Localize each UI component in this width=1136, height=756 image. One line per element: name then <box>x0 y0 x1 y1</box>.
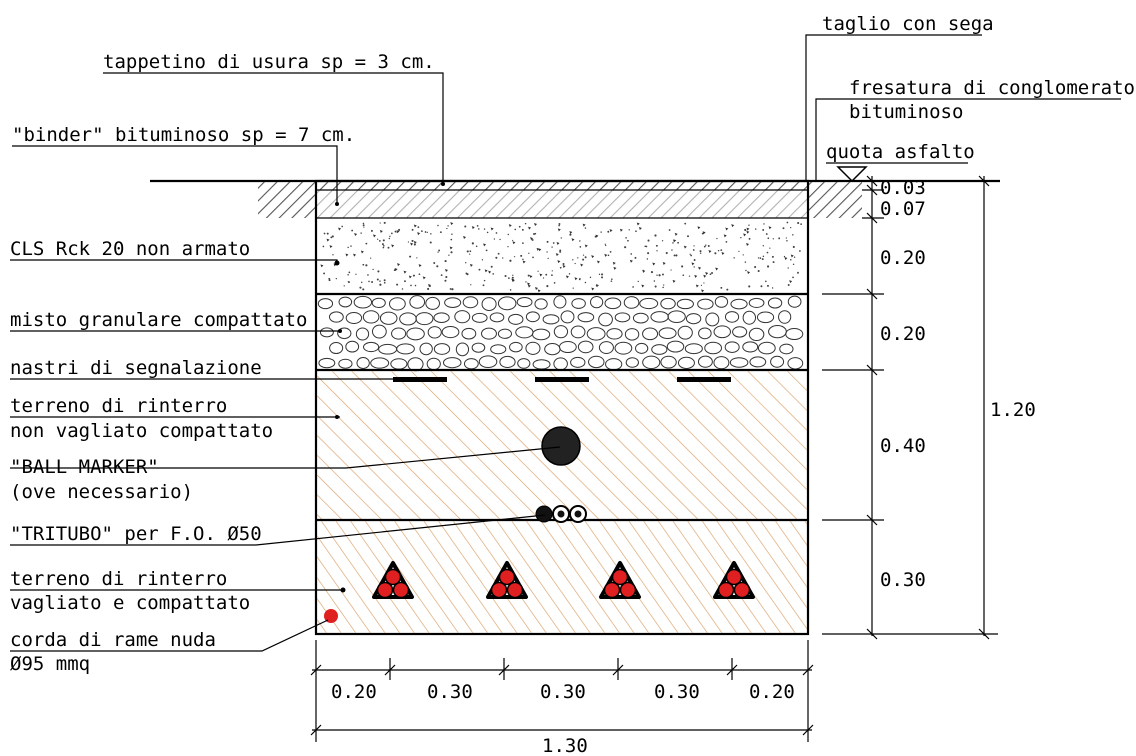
dim-bottom-2: 0.30 <box>427 681 473 703</box>
dim-backfill-upper: 0.40 <box>880 435 926 457</box>
binder-layer <box>316 190 808 218</box>
ball-marker <box>541 426 581 466</box>
cable-triplet <box>486 561 528 599</box>
dim-bottom-4: 0.30 <box>654 681 700 703</box>
cable-triplet <box>599 561 641 599</box>
asphalt-level-marker <box>836 166 868 183</box>
power-cable-triplets <box>372 561 755 599</box>
copper-label-1: corda di rame nuda <box>10 629 216 651</box>
backfill-upper-label-2: non vagliato compattato <box>10 420 273 442</box>
gravel-layer <box>317 295 804 372</box>
ball-marker-label-1: "BALL MARKER" <box>10 456 159 478</box>
milling-label-line1: fresatura di conglomerato <box>849 77 1135 99</box>
width-dimension-lines <box>312 640 812 742</box>
binder-label: "binder" bituminoso sp = 7 cm. <box>12 124 355 146</box>
asphalt-level-label: quota asfalto <box>826 141 975 163</box>
dim-top-2: 0.07 <box>880 198 926 220</box>
copper-conductor <box>324 609 338 623</box>
backfill-upper-label-1: terreno di rinterro <box>10 395 227 417</box>
dim-concrete: 0.20 <box>880 247 926 269</box>
warning-tapes-label: nastri di segnalazione <box>10 357 262 379</box>
cable-triplet <box>713 561 755 599</box>
gravel-label: misto granulare compattato <box>10 309 307 331</box>
ball-marker-label-2: (ove necessario) <box>10 481 193 503</box>
saw-cut-label: taglio con sega <box>822 13 994 35</box>
dim-total-depth: 1.20 <box>990 399 1036 421</box>
concrete-layer <box>320 221 802 293</box>
cable-triplet <box>372 561 414 599</box>
leader-lines <box>10 34 849 652</box>
trench-outline <box>314 179 810 636</box>
dim-total-width: 1.30 <box>542 735 588 756</box>
dim-gravel: 0.20 <box>880 323 926 345</box>
dim-top-1: 0.03 <box>880 177 926 199</box>
depth-dimension-lines <box>822 176 998 636</box>
dim-backfill-lower: 0.30 <box>880 569 926 591</box>
dim-bottom-3: 0.30 <box>540 681 586 703</box>
dim-bottom-5: 0.20 <box>749 681 795 703</box>
copper-label-2: Ø95 mmq <box>10 653 90 675</box>
tritubo-ducts <box>535 505 587 523</box>
concrete-label: CLS Rck 20 non armato <box>10 238 250 260</box>
wear-layer-label: tappetino di usura sp = 3 cm. <box>103 51 435 73</box>
milling-label-line2: bituminoso <box>849 101 963 123</box>
backfill-lower-label-2: vagliato e compattato <box>10 592 250 614</box>
tritubo-label: "TRITUBO" per F.O. Ø50 <box>10 523 262 545</box>
dim-bottom-1: 0.20 <box>331 681 377 703</box>
backfill-lower-label-1: terreno di rinterro <box>10 568 227 590</box>
warning-tapes <box>393 377 731 382</box>
